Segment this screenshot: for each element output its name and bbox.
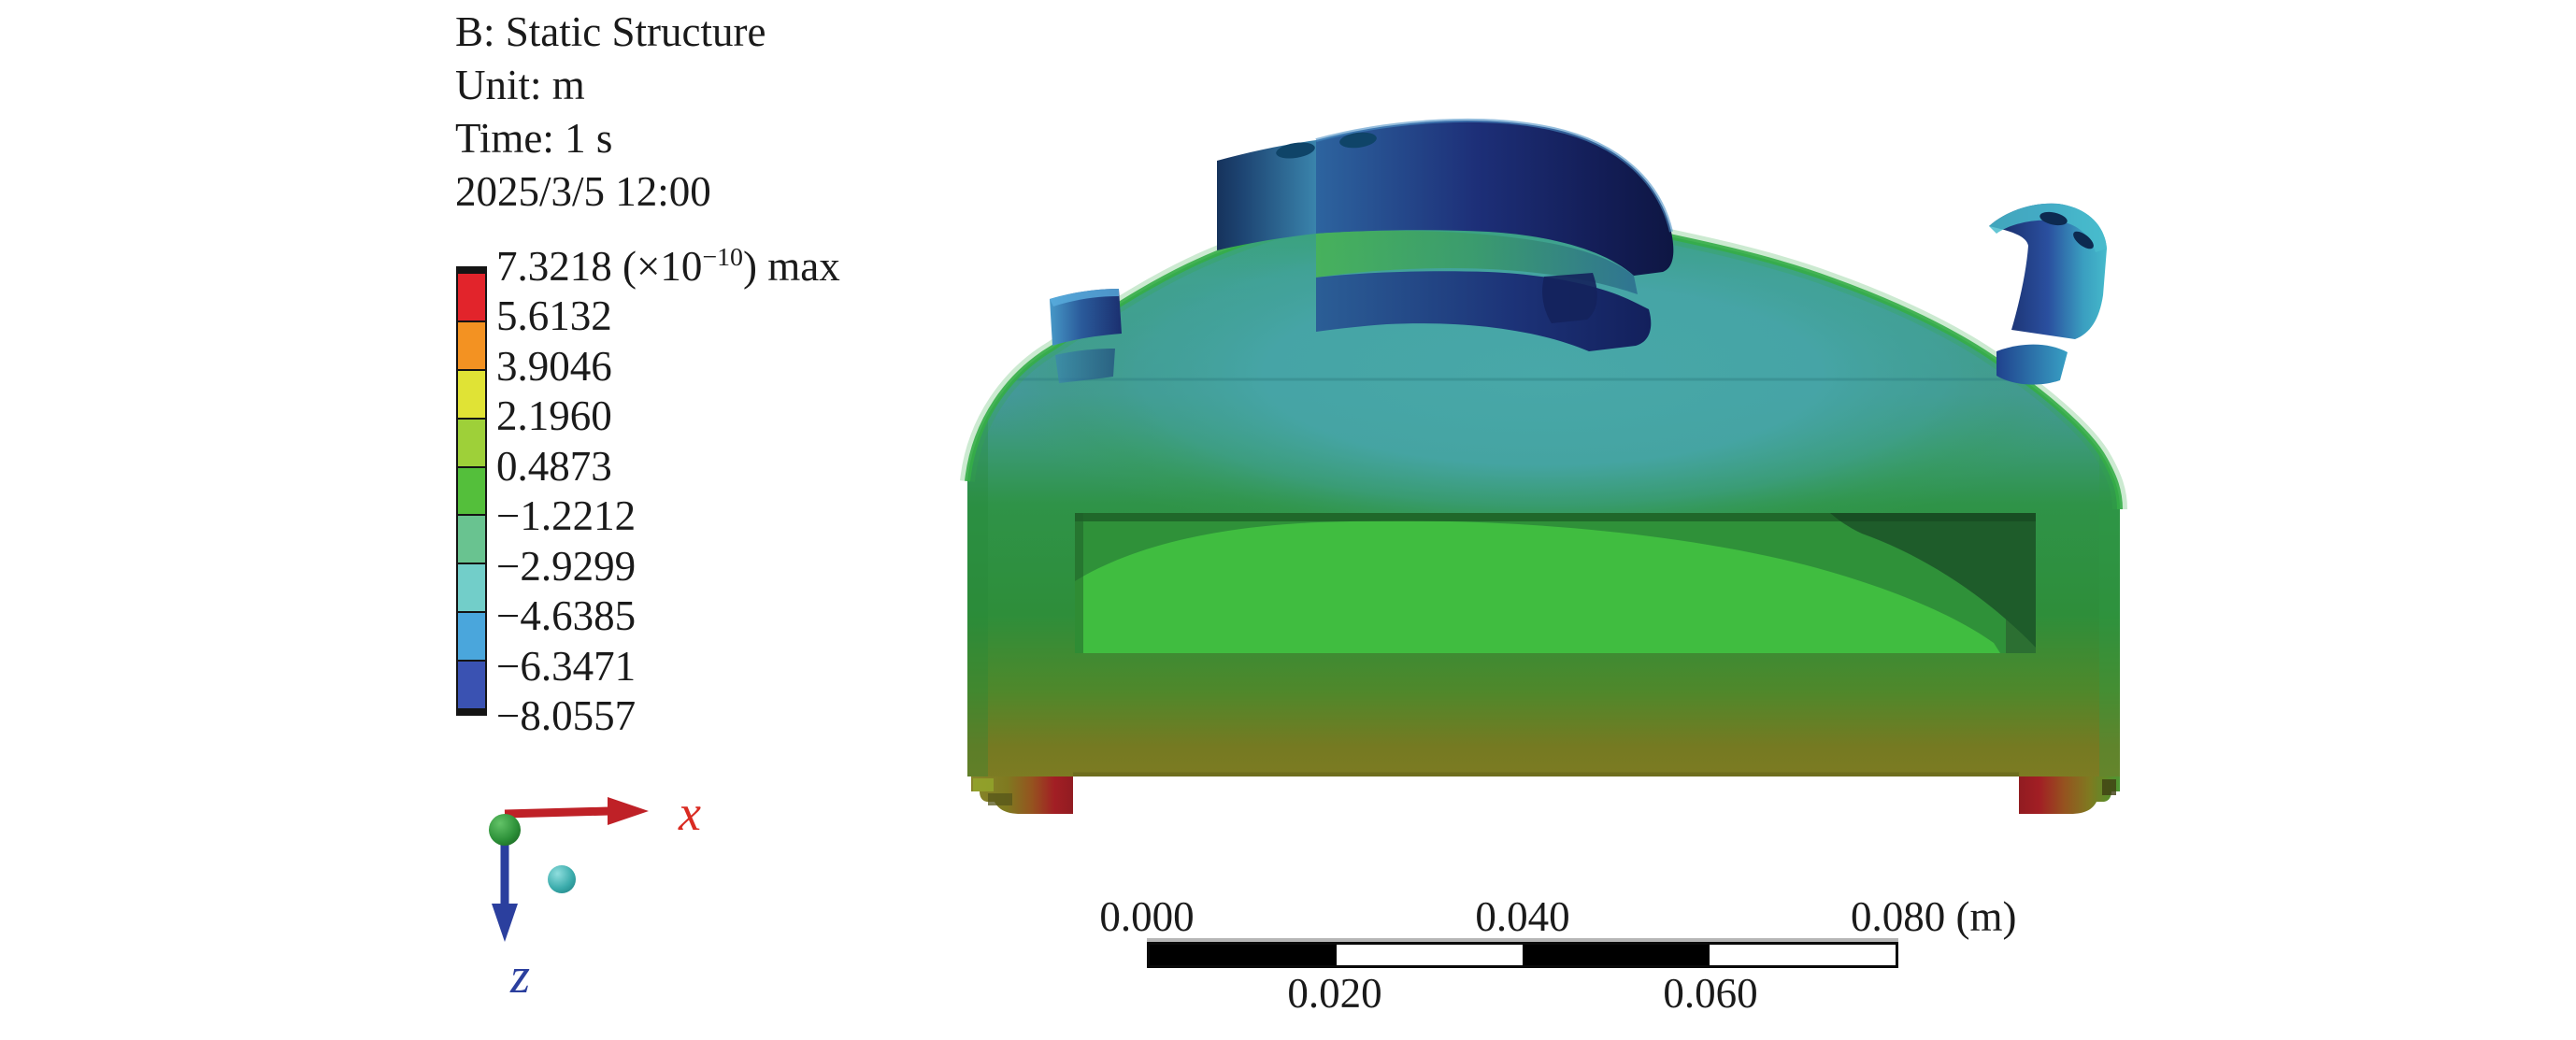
z-axis-label: z — [509, 947, 530, 1004]
scale-ruler-segment — [1709, 945, 1896, 965]
model-bolt-hole-icon — [2073, 231, 2094, 249]
model-dome-face — [981, 198, 2103, 556]
legend-color-segment — [458, 467, 485, 515]
legend-color-segment — [458, 274, 485, 321]
model-foot-right — [2019, 776, 2120, 814]
legend-label: 5.6132 — [496, 292, 612, 340]
free-rotation-sphere-icon — [548, 865, 576, 893]
analysis-title: B: Static Structure — [455, 8, 766, 55]
scale-tick-0040: 0.040 — [1475, 893, 1570, 940]
model-tab-center — [1217, 119, 1674, 351]
y-axis-origin-sphere-icon — [489, 814, 521, 846]
scale-tick-0060: 0.060 — [1663, 970, 1758, 1017]
model-tab-right — [1989, 203, 2107, 385]
time-line: Time: 1 s — [455, 115, 613, 162]
legend-label: −8.0557 — [496, 691, 637, 739]
coordinate-triad: x z — [489, 785, 701, 1004]
scale-tick-0000: 0.000 — [1099, 893, 1195, 940]
legend-color-segment — [458, 564, 485, 612]
legend-label: 2.1960 — [496, 392, 612, 440]
legend-color-segment — [458, 662, 485, 709]
legend-max-label: 7.3218 (×10−10) max — [496, 241, 840, 292]
legend-unit-prefix: (×10 — [611, 243, 703, 290]
annotation-block: B: Static Structure Unit: m Time: 1 s 20… — [455, 6, 766, 219]
scale-ruler — [1147, 942, 1898, 968]
x-axis-label: x — [678, 785, 701, 841]
legend-colorbar — [456, 266, 487, 716]
model-bolt-hole-icon — [1276, 142, 1315, 159]
model-foot-left — [971, 776, 1073, 814]
model-window — [1075, 513, 2036, 653]
model-3d-view — [960, 119, 2127, 814]
legend-label: 3.9046 — [496, 342, 612, 390]
x-axis-arrow — [504, 797, 649, 825]
legend-color-segment — [458, 516, 485, 563]
model-inner-dome — [1075, 520, 2000, 653]
legend-label: −2.9299 — [496, 542, 637, 590]
legend-label: −6.3471 — [496, 642, 637, 690]
unit-line: Unit: m — [455, 62, 585, 108]
scale-tick-0080-unit: 0.080 (m) — [1851, 893, 2017, 940]
legend-label: 0.4873 — [496, 442, 612, 490]
model-bolt-hole-icon — [2039, 211, 2068, 226]
model-tab-left — [1050, 289, 1122, 383]
model-bolt-hole-icon — [1339, 132, 1377, 149]
legend-color-segment — [458, 613, 485, 661]
legend-label: −1.2212 — [496, 492, 637, 540]
scale-ruler-segment — [1336, 945, 1523, 965]
legend-label: −4.6385 — [496, 592, 637, 640]
scale-tick-0020: 0.020 — [1287, 970, 1382, 1017]
legend-unit-suffix: ) max — [743, 243, 840, 290]
legend-color-segment — [458, 370, 485, 418]
legend-unit-exponent: −10 — [702, 243, 743, 272]
datetime-line: 2025/3/5 12:00 — [455, 168, 711, 215]
scale-ruler-segment — [1150, 945, 1337, 965]
legend-color-segment — [458, 321, 485, 369]
legend-color-segment — [458, 419, 485, 466]
model-window-shadow — [1830, 513, 2036, 648]
scale-ruler-segment — [1523, 945, 1710, 965]
model-tab-slot — [1316, 231, 1638, 294]
legend-max-value: 7.3218 — [496, 243, 612, 290]
z-axis-arrow — [492, 843, 518, 942]
